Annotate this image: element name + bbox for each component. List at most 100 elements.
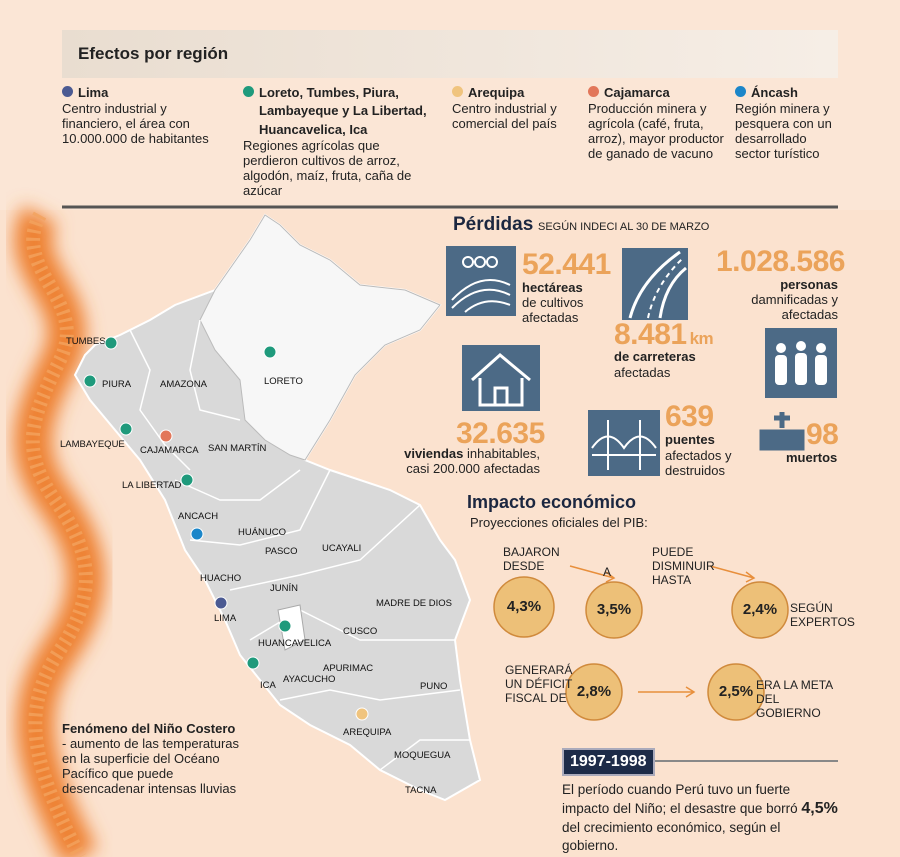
note: Fenómeno del Niño Costero - aumento de l… (62, 721, 242, 797)
map-label: PIURA (102, 379, 132, 390)
loss-label: de carreteras (614, 349, 696, 364)
region-head: Áncash (735, 84, 845, 102)
impact-label: BAJARON DESDE (503, 545, 560, 573)
map-label: TACNA (405, 785, 437, 796)
map-label: PUNO (420, 681, 447, 692)
pct-value: 4,3% (506, 598, 542, 615)
pct-value: 3,5% (596, 601, 632, 618)
map-marker (246, 656, 260, 670)
impact-label: SEGÚN EXPERTOS (790, 601, 855, 629)
loss-value: 8.481 km (614, 318, 714, 351)
region: Loreto, Tumbes, Piura, Lambayeque y La L… (243, 84, 438, 199)
region-description: Región minera y pesquera con un desarrol… (735, 101, 832, 162)
history-years: 1997-1998 (562, 748, 655, 777)
note-text: - aumento de las temperaturas en la supe… (62, 735, 240, 796)
map-label: CUSCO (343, 626, 377, 637)
impact-label: A (603, 565, 612, 579)
map-marker (104, 336, 118, 350)
map-label: HUACHO (200, 573, 241, 584)
history-after: del crecimiento económico, según el gobi… (562, 820, 781, 853)
map-label: AREQUIPA (343, 727, 392, 738)
pct-value: 2,8% (576, 683, 612, 700)
header-title: Efectos por región (78, 44, 229, 63)
note-title: Fenómeno del Niño Costero (62, 721, 236, 736)
loss-label: viviendas inhabitables, casi 200.000 afe… (404, 446, 540, 476)
impact-label: ERA LA META DEL GOBIERNO (756, 678, 833, 720)
map-label: LA LIBERTAD (122, 480, 181, 491)
map-marker (159, 429, 173, 443)
region: Cajamarca Producción minera y agrícola (c… (588, 84, 728, 162)
loss-value: 98 (806, 418, 839, 451)
map-label: APURIMAC (323, 663, 373, 674)
map-marker (355, 707, 369, 721)
loss-value: 32.635 (456, 417, 545, 450)
pct-circle (731, 581, 789, 639)
pct-circle (565, 663, 623, 721)
region: Arequipa Centro industrial y comercial de… (452, 84, 577, 132)
loss-text: afectadas (614, 365, 671, 380)
map-label: PASCO (265, 546, 298, 557)
region-head: Lima (62, 84, 230, 102)
loss-label: personas (780, 277, 838, 292)
map-marker (214, 596, 228, 610)
region-description: Centro industrial y comercial del país (452, 101, 557, 132)
map-marker (190, 527, 204, 541)
map-label: AYACUCHO (283, 674, 335, 685)
region-description: Producción minera y agrícola (café, frut… (588, 101, 724, 162)
region: Áncash Región minera y pesquera con un de… (735, 84, 845, 162)
region-name: Áncash (751, 85, 798, 100)
region-dot (62, 86, 73, 97)
map-label: LIMA (214, 613, 237, 624)
loss-value: 1.028.586 (716, 245, 845, 278)
map-label: SAN MARTÍN (208, 443, 267, 454)
map-marker (263, 345, 277, 359)
map-label: ANCACH (178, 511, 218, 522)
map-marker (180, 473, 194, 487)
region-description: Centro industrial y financiero, el área … (62, 101, 209, 147)
loss-text: inhabitables, casi 200.000 afectadas (406, 446, 540, 476)
map-marker (119, 422, 133, 436)
region-borders (129, 319, 470, 771)
map-label: LAMBAYEQUE (60, 439, 125, 450)
loss-value: 52.441 (522, 248, 611, 281)
map-marker (83, 374, 97, 388)
region-dot (588, 86, 599, 97)
loss-text: afectados y destruidos (665, 448, 732, 478)
map-label: HUANCAVELICA (258, 638, 332, 649)
loss-value: 639 (665, 400, 714, 433)
map-label: ICA (260, 680, 277, 691)
map-label: CAJAMARCA (140, 445, 199, 456)
impact-title: Impacto económico (467, 492, 637, 512)
region-head: Loreto, Tumbes, Piura, Lambayeque y La L… (243, 84, 438, 139)
map-label: HUÁNUCO (238, 527, 286, 538)
huancavelica-highlight (277, 604, 306, 651)
map-label: LORETO (264, 376, 303, 387)
loss-label: muertos (786, 450, 838, 465)
map-label: UCAYALI (322, 543, 361, 554)
region-head: Cajamarca (588, 84, 728, 102)
map-label: TUMBES (66, 336, 106, 347)
pct-circle (585, 581, 643, 639)
map-label: MADRE DE DIOS (376, 598, 452, 609)
loss-unit: km (689, 329, 714, 348)
loss-label: puentes (665, 432, 715, 447)
header-bar (62, 30, 838, 78)
icons (446, 246, 837, 476)
region-dot (735, 86, 746, 97)
map-label: AMAZONA (160, 379, 208, 390)
history-text: El período cuando Perú tuvo un fuerte im… (562, 781, 840, 854)
impact-subtitle: Proyecciones oficiales del PIB: (470, 515, 648, 530)
region-dot (243, 86, 254, 97)
current-band (13, 205, 105, 857)
region-name: Arequipa (468, 85, 525, 100)
pct-circle (493, 576, 555, 638)
impact-label: PUEDE DISMINUIR HASTA (652, 545, 715, 587)
loss-text: de cultivos afectadas (522, 295, 584, 325)
pct-value: 2,4% (742, 601, 778, 618)
loreto-region (199, 214, 441, 461)
history-highlight: 4,5% (801, 799, 838, 817)
region-description: Regiones agrícolas que perdieron cultivo… (243, 138, 412, 198)
loss-text: damnificadas y afectadas (751, 292, 838, 322)
